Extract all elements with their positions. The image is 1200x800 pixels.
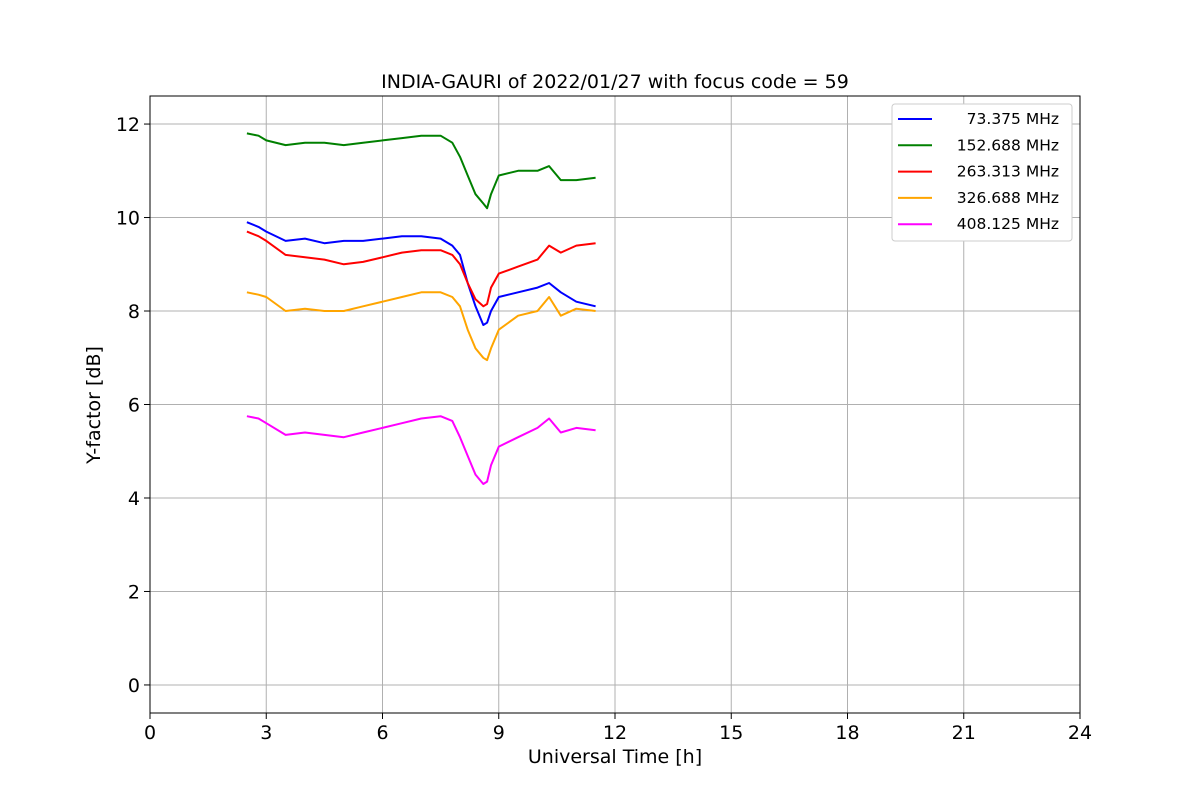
- x-tick-label: 15: [719, 722, 743, 744]
- y-axis-ticks: 0 2 4 6 8 10 12: [116, 114, 150, 697]
- series-line-4: [246, 415, 596, 485]
- x-axis-ticks: 0 3 6 9 12 15 18 21 24: [144, 713, 1092, 744]
- series-line-1: [246, 132, 596, 210]
- x-tick-label: 18: [835, 722, 859, 744]
- legend-label: 152.688 MHz: [957, 136, 1059, 154]
- y-axis-label: Y-factor [dB]: [83, 346, 105, 465]
- legend-box: [891, 103, 1073, 242]
- y-tick-label: 2: [128, 581, 140, 603]
- series-lines: [246, 132, 596, 485]
- x-tick-label: 21: [952, 722, 976, 744]
- x-tick-label: 9: [493, 722, 505, 744]
- x-tick-label: 3: [260, 722, 272, 744]
- y-tick-label: 0: [128, 675, 140, 697]
- series-line-3: [246, 291, 596, 362]
- series-line-0: [246, 221, 596, 326]
- grid-lines: [149, 96, 1081, 713]
- x-tick-label: 12: [603, 722, 627, 744]
- x-tick-label: 0: [144, 722, 156, 744]
- x-axis-label: Universal Time [h]: [528, 746, 702, 768]
- legend-label: 326.688 MHz: [957, 189, 1059, 207]
- y-tick-label: 12: [116, 114, 140, 136]
- y-tick-label: 8: [128, 301, 140, 323]
- series-line-2: [246, 230, 596, 308]
- y-tick-label: 6: [128, 395, 140, 417]
- y-tick-label: 4: [128, 488, 140, 510]
- x-tick-label: 24: [1068, 722, 1092, 744]
- legend-label: 263.313 MHz: [957, 163, 1059, 181]
- chart-title: INDIA-GAURI of 2022/01/27 with focus cod…: [381, 71, 849, 93]
- legend: 73.375 MHz 152.688 MHz 263.313 MHz 326.688 …: [891, 103, 1073, 242]
- x-tick-label: 6: [376, 722, 388, 744]
- y-tick-label: 10: [116, 208, 140, 230]
- legend-label: 408.125 MHz: [957, 215, 1059, 233]
- legend-label: 73.375 MHz: [967, 110, 1059, 128]
